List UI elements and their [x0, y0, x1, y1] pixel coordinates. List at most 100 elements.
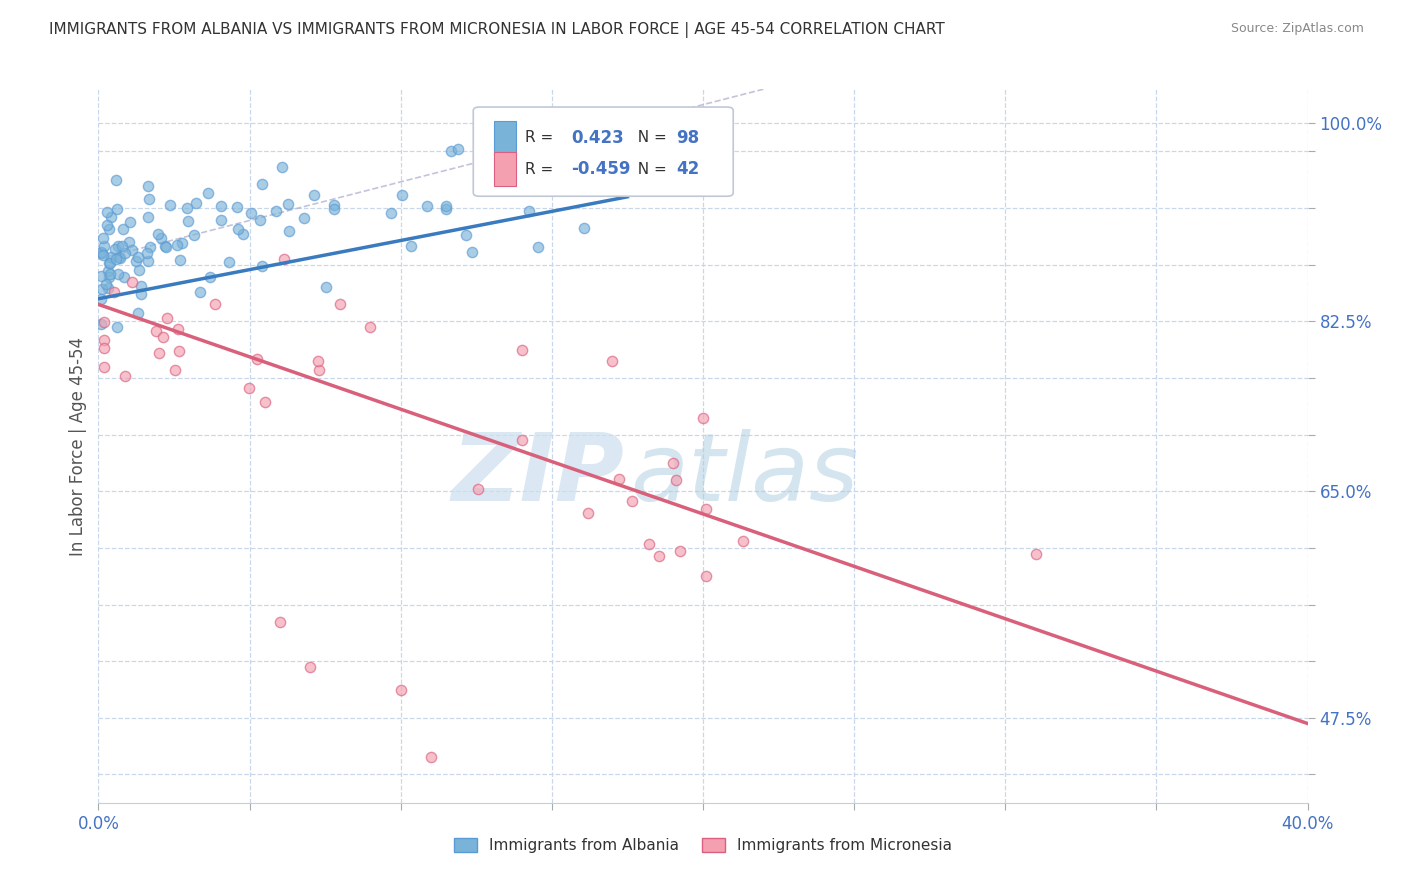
Point: [100, 250, 122, 264]
Point: [420, 750, 443, 764]
Point: [197, 186, 219, 200]
Point: [155, 240, 177, 254]
Point: [434, 202, 457, 216]
Point: [90, 292, 112, 306]
Point: [136, 210, 159, 224]
Point: [519, 204, 541, 219]
Point: [148, 346, 170, 360]
Point: [100, 210, 122, 224]
Point: [93, 248, 115, 262]
Point: [145, 324, 167, 338]
Point: [172, 235, 194, 250]
Y-axis label: In Labor Force | Age 45-54: In Labor Force | Age 45-54: [69, 336, 87, 556]
Point: [114, 369, 136, 384]
Point: [93, 359, 115, 374]
Text: 98: 98: [676, 128, 700, 146]
Point: [91, 282, 114, 296]
Point: [105, 202, 128, 216]
Point: [510, 434, 533, 448]
Point: [152, 330, 174, 344]
Point: [273, 252, 295, 266]
Point: [329, 297, 352, 311]
Point: [204, 296, 226, 310]
Point: [167, 322, 190, 336]
Point: [155, 238, 177, 252]
Point: [138, 192, 160, 206]
Point: [665, 473, 688, 487]
Point: [669, 544, 692, 558]
Point: [277, 197, 299, 211]
FancyBboxPatch shape: [474, 107, 734, 196]
Point: [150, 231, 173, 245]
Point: [121, 243, 143, 257]
Point: [176, 201, 198, 215]
Point: [278, 224, 301, 238]
Point: [107, 267, 129, 281]
FancyBboxPatch shape: [494, 120, 516, 155]
Point: [90, 246, 112, 260]
Point: [118, 215, 141, 229]
Point: [129, 278, 152, 293]
Point: [637, 537, 659, 551]
Point: [434, 199, 457, 213]
Point: [91, 231, 114, 245]
Point: [127, 250, 149, 264]
Point: [105, 252, 128, 267]
Point: [299, 660, 322, 674]
Point: [733, 534, 755, 549]
Point: [166, 238, 188, 252]
Point: [315, 280, 337, 294]
Point: [526, 240, 548, 254]
Text: 0.423: 0.423: [571, 128, 624, 146]
Point: [111, 239, 134, 253]
Point: [156, 311, 179, 326]
Point: [308, 363, 330, 377]
Point: [183, 227, 205, 242]
Point: [184, 195, 207, 210]
Point: [90, 268, 112, 283]
Text: R =: R =: [526, 130, 558, 145]
Point: [389, 682, 412, 697]
Point: [114, 245, 136, 260]
Point: [138, 254, 160, 268]
Point: [159, 198, 181, 212]
Point: [121, 275, 143, 289]
Point: [96, 205, 118, 219]
Point: [209, 213, 232, 227]
Point: [167, 343, 190, 358]
Point: [209, 199, 232, 213]
Point: [620, 493, 643, 508]
Text: IMMIGRANTS FROM ALBANIA VS IMMIGRANTS FROM MICRONESIA IN LABOR FORCE | AGE 45-54: IMMIGRANTS FROM ALBANIA VS IMMIGRANTS FR…: [49, 22, 945, 38]
Point: [146, 227, 169, 242]
Point: [98, 256, 121, 270]
Point: [648, 549, 671, 564]
Point: [447, 142, 470, 156]
Point: [226, 200, 249, 214]
Point: [98, 222, 121, 236]
Point: [249, 213, 271, 227]
Point: [93, 239, 115, 253]
Point: [108, 251, 131, 265]
Point: [416, 199, 439, 213]
Text: 42: 42: [676, 161, 700, 178]
Point: [97, 281, 120, 295]
Point: [302, 187, 325, 202]
Point: [188, 285, 211, 300]
Point: [546, 178, 568, 192]
Point: [323, 202, 346, 216]
Point: [107, 239, 129, 253]
Point: [456, 228, 478, 243]
Point: [93, 333, 115, 347]
Point: [90, 245, 112, 260]
Point: [98, 267, 121, 281]
Text: Source: ZipAtlas.com: Source: ZipAtlas.com: [1230, 22, 1364, 36]
Point: [127, 306, 149, 320]
Point: [323, 198, 346, 212]
Point: [112, 222, 135, 236]
Legend: Immigrants from Albania, Immigrants from Micronesia: Immigrants from Albania, Immigrants from…: [447, 832, 959, 859]
Point: [139, 239, 162, 253]
Point: [200, 269, 222, 284]
Point: [250, 177, 273, 191]
Point: [112, 269, 135, 284]
Point: [93, 341, 115, 355]
